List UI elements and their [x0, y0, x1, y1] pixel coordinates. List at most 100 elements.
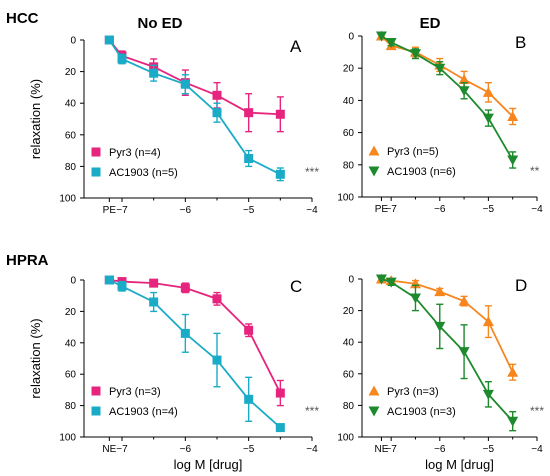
data-point: [375, 274, 387, 285]
series-ac1903: [375, 31, 519, 169]
panel-a: 0 20 40 60 80 100 PE −7 −6 −5 −4 relaxation (%) A Pyr…: [28, 35, 319, 216]
legend-label: AC1903 (n=6): [387, 166, 456, 178]
data-point: [434, 286, 446, 297]
x-tick-label: −4: [531, 204, 543, 215]
data-point: [180, 328, 190, 338]
y-tick-label: 80: [343, 401, 355, 412]
x-axis-label: log M [drug]: [174, 457, 243, 472]
data-point: [212, 294, 222, 304]
y-axis-label: relaxation (%): [28, 318, 43, 398]
x-tick-label: −5: [243, 205, 255, 216]
legend-label: Pyr3 (n=3): [109, 386, 161, 398]
x-tick-label: −7: [116, 205, 128, 216]
x-tick-label: NE: [102, 444, 116, 455]
data-point: [507, 111, 519, 121]
data-point: [385, 37, 397, 48]
data-point: [482, 113, 494, 124]
legend-marker: [91, 147, 101, 157]
data-point: [458, 295, 470, 306]
data-point: [244, 108, 254, 118]
legend-label: AC1903 (n=5): [109, 167, 178, 179]
data-point: [458, 347, 470, 358]
y-axis-label: relaxation (%): [28, 79, 43, 159]
legend-marker: [368, 385, 380, 396]
significance-label: ***: [305, 165, 319, 179]
legend-marker: [91, 386, 101, 396]
row-label-hcc: HCC: [6, 10, 39, 27]
column-title-ed: ED: [420, 15, 441, 32]
legend-marker: [368, 145, 380, 156]
y-tick-label: 40: [343, 96, 355, 107]
x-tick-label: −6: [180, 205, 192, 216]
y-tick-label: 0: [348, 275, 354, 286]
data-point: [482, 86, 494, 97]
data-point: [149, 68, 159, 78]
panel-c: 0 20 40 60 80 100 NE −7 −6 −5 −4 relaxation (%) log …: [28, 275, 319, 472]
legend-label: Pyr3 (n=5): [387, 146, 439, 158]
data-point: [507, 155, 519, 166]
x-tick-label: −4: [306, 205, 318, 216]
data-point: [409, 293, 421, 304]
x-tick-label: −7: [116, 444, 128, 455]
x-tick-label: PE: [103, 205, 117, 216]
y-tick-label: 100: [59, 433, 76, 444]
y-tick-label: 0: [70, 276, 76, 287]
x-tick-label: −5: [483, 444, 495, 455]
data-point: [482, 316, 494, 327]
legend-label: AC1903 (n=4): [109, 406, 178, 418]
data-point: [212, 355, 222, 365]
series-line: [381, 278, 514, 422]
y-tick-label: 100: [337, 193, 354, 204]
series-line: [380, 35, 514, 118]
legend-marker: [91, 406, 101, 416]
y-tick-label: 40: [343, 338, 355, 349]
y-tick-label: 20: [343, 306, 355, 317]
series-ac1903: [375, 274, 519, 432]
data-point: [244, 394, 254, 404]
panel-letter: D: [515, 276, 527, 295]
y-tick-label: 100: [59, 194, 76, 205]
panel-letter: B: [515, 33, 526, 52]
y-tick-label: 20: [343, 64, 355, 75]
data-point: [117, 54, 127, 64]
series-pyr3: [104, 35, 285, 133]
y-tick-label: 60: [343, 128, 355, 139]
y-tick-label: 80: [343, 160, 355, 171]
data-point: [244, 325, 254, 335]
data-point: [117, 281, 127, 291]
x-tick-label: −5: [243, 444, 255, 455]
y-tick-label: 80: [65, 162, 77, 173]
data-point: [104, 35, 114, 45]
y-tick-label: 20: [65, 67, 77, 78]
x-tick-label: −5: [483, 204, 495, 215]
data-point: [458, 73, 470, 84]
data-point: [458, 86, 470, 97]
y-tick-label: 0: [70, 36, 76, 47]
x-tick-label: −4: [306, 444, 318, 455]
panel-letter: C: [290, 277, 302, 296]
y-tick-label: 60: [65, 130, 77, 141]
legend-marker: [368, 406, 380, 417]
panel-b: 0 20 40 60 80 100 PE−7 −6 −5 −4 B Pyr3 (n=5) AC1903 …: [337, 30, 543, 215]
x-tick-label: −7: [385, 204, 397, 215]
x-tick-label: −6: [180, 444, 192, 455]
data-point: [482, 389, 494, 400]
series-pyr3: [375, 273, 519, 381]
significance-label: ***: [305, 404, 319, 418]
x-tick-label: −6: [434, 204, 446, 215]
y-tick-label: 100: [337, 433, 354, 444]
data-point: [149, 278, 159, 288]
legend-marker: [368, 166, 380, 177]
x-tick-label: PE: [375, 204, 389, 215]
data-point: [275, 423, 285, 433]
series-line: [108, 39, 281, 116]
data-point: [434, 63, 446, 74]
y-tick-label: 80: [65, 401, 77, 412]
series-line: [109, 279, 282, 394]
x-tick-label: −4: [531, 444, 543, 455]
significance-label: ***: [530, 404, 544, 418]
legend-marker: [91, 167, 101, 177]
y-tick-label: 60: [65, 370, 77, 381]
panel-d: 0 20 40 60 80 100 NE−7 −6 −5 −4 log M [drug] D Pyr3 …: [337, 273, 544, 472]
